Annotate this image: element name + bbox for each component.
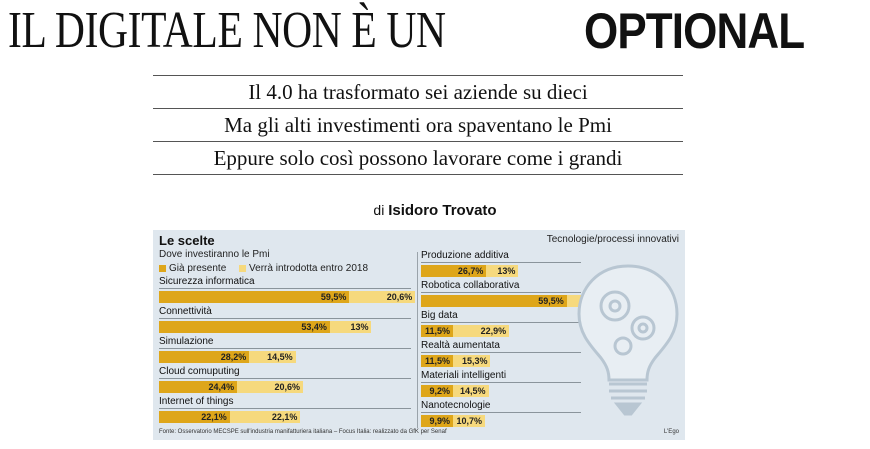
row-rule [421, 322, 581, 323]
bar-present: 9,9% [421, 415, 453, 427]
bar-planned: 20,6% [237, 381, 303, 393]
bar-present: 59,5% [421, 295, 567, 307]
byline: di Isidoro Trovato [0, 202, 870, 219]
row-rule [421, 262, 581, 263]
bar-planned: 14,5% [249, 351, 296, 363]
chart-row: Materiali intelligenti 9,2% 14,5% [421, 370, 581, 398]
legend: Già presente Verrà introdotta entro 2018 [159, 263, 378, 274]
legend-item-planned: Verrà introdotta entro 2018 [239, 263, 368, 274]
row-rule [421, 292, 581, 293]
category-label: Cloud comuputing [159, 366, 240, 377]
bar-present: 26,7% [421, 265, 487, 277]
category-label: Big data [421, 310, 458, 321]
bar-planned: 15,3% [453, 355, 491, 367]
legend-label-present: Già presente [169, 263, 227, 274]
row-rule [159, 318, 411, 319]
column-divider [417, 252, 418, 428]
subheading-2: Ma gli alti investimenti ora spaventano … [153, 108, 683, 141]
category-label: Realtà aumentata [421, 340, 500, 351]
subheading-3: Eppure solo così possono lavorare come i… [153, 141, 683, 175]
lightbulb-gears-icon [577, 264, 679, 416]
headline-bold: OPTIONAL [584, 3, 805, 59]
bar-planned: 13% [486, 265, 519, 277]
row-rule [159, 408, 411, 409]
row-rule [421, 352, 581, 353]
infographic-panel: Le scelte Dove investiranno le Pmi Già p… [153, 230, 685, 440]
row-rule [159, 378, 411, 379]
legend-swatch-planned [239, 264, 247, 272]
bar-present: 28,2% [159, 351, 250, 363]
bar-planned: 13% [329, 321, 372, 333]
row-rule [159, 348, 411, 349]
source-note: Fonte: Osservatorio MECSPE sull'industri… [159, 429, 447, 435]
chart-row: Produzione additiva 26,7% 13% [421, 250, 581, 278]
chart-row: Realtà aumentata 11,5% 15,3% [421, 340, 581, 368]
bar-planned: 10,7% [453, 415, 485, 427]
byline-prefix: di [373, 202, 385, 218]
bar-present: 11,5% [421, 355, 453, 367]
chart-row: Connettività 53,4% 13% [159, 306, 411, 334]
category-label: Robotica collaborativa [421, 280, 520, 291]
category-label: Simulazione [159, 336, 214, 347]
chart-row: Simulazione 28,2% 14,5% [159, 336, 411, 364]
chart-row: Nanotecnologie 9,9% 10,7% [421, 400, 581, 428]
bar-present: 9,2% [421, 385, 453, 397]
row-rule [159, 288, 411, 289]
category-label: Internet of things [159, 396, 234, 407]
chart-row: Sicurezza informatica 59,5% 20,6% [159, 276, 416, 304]
bar-planned: 14,5% [453, 385, 489, 397]
bar-present: 59,5% [159, 291, 350, 303]
headline: IL DIGITALE NON È UN OPTIONAL [0, 0, 870, 62]
category-label: Produzione additiva [421, 250, 509, 261]
bar-planned: 22,9% [453, 325, 510, 337]
subheadings: Il 4.0 ha trasformato sei aziende su die… [153, 75, 683, 175]
bar-present: 53,4% [159, 321, 330, 333]
row-rule [421, 382, 581, 383]
bar-present: 24,4% [159, 381, 238, 393]
chart-row: Internet of things 22,1% 22,1% [159, 396, 411, 424]
row-rule [421, 412, 581, 413]
chart-row: Cloud comuputing 24,4% 20,6% [159, 366, 411, 394]
category-label: Materiali intelligenti [421, 370, 507, 381]
right-heading: Tecnologie/processi innovativi [546, 234, 679, 245]
bar-present: 11,5% [421, 325, 453, 337]
category-label: Sicurezza informatica [159, 276, 255, 287]
bar-present: 22,1% [159, 411, 230, 423]
credit: L'Ego [663, 429, 679, 435]
bar-planned: 22,1% [229, 411, 301, 423]
chart-row: Big data 11,5% 22,9% [421, 310, 581, 338]
category-label: Connettività [159, 306, 212, 317]
legend-label-planned: Verrà introdotta entro 2018 [249, 263, 369, 274]
byline-author: Isidoro Trovato [388, 202, 497, 219]
legend-item-present: Già presente [159, 263, 226, 274]
subheading-1: Il 4.0 ha trasformato sei aziende su die… [153, 75, 683, 108]
bar-planned: 20,6% [349, 291, 416, 303]
headline-light: IL DIGITALE NON È UN [8, 2, 446, 59]
category-label: Nanotecnologie [421, 400, 491, 411]
infographic-subtitle: Dove investiranno le Pmi [159, 249, 270, 260]
infographic-title: Le scelte [159, 233, 215, 248]
legend-swatch-present [159, 264, 166, 272]
